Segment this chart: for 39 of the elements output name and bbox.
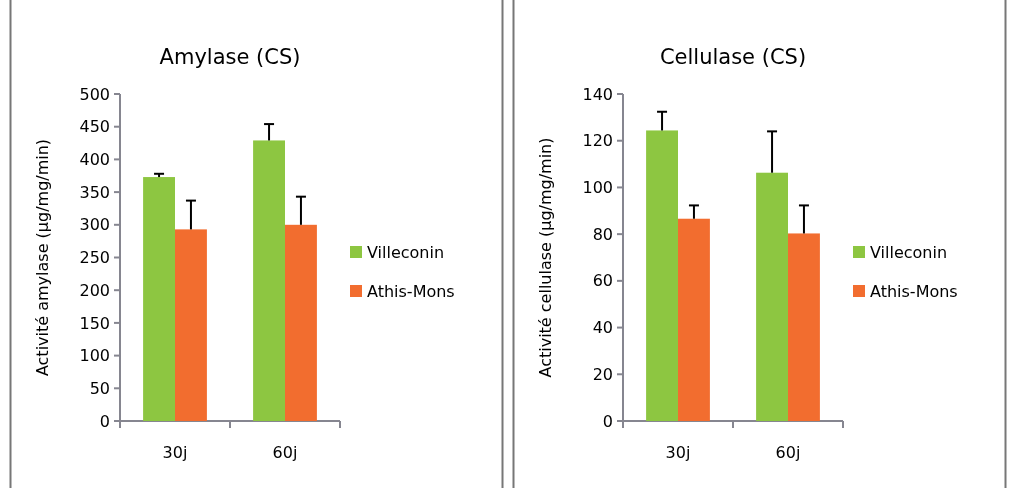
y-tick-label: 150	[79, 313, 110, 333]
bar	[285, 224, 317, 421]
legend-label: Villeconin	[870, 242, 948, 262]
bar	[175, 229, 207, 421]
y-tick-label: 400	[79, 150, 110, 169]
y-tick-label: 200	[79, 280, 110, 300]
y-tick-label: 0	[99, 411, 110, 431]
x-tick-label: 30j	[162, 443, 188, 462]
bar	[253, 140, 285, 421]
y-tick-label: 350	[79, 182, 110, 202]
y-tick-label: 20	[592, 364, 613, 384]
y-axis-title: Activité amylase (µg/mg/min)	[33, 138, 52, 377]
bar	[756, 172, 788, 421]
chart-title: Amylase (CS)	[159, 45, 301, 69]
x-tick-label: 60j	[272, 443, 298, 462]
y-tick-label: 0	[602, 411, 613, 431]
y-tick-label: 80	[592, 224, 613, 244]
y-tick-label: 450	[79, 117, 110, 137]
y-tick-label: 250	[79, 248, 110, 268]
y-tick-label: 100	[582, 178, 613, 198]
x-tick-label: 60j	[775, 443, 801, 462]
y-axis-title: Activité cellulase (µg/mg/min)	[536, 137, 555, 378]
y-tick-label: 60	[592, 271, 613, 291]
chart-title: Cellulase (CS)	[659, 45, 807, 69]
y-tick-label: 120	[582, 131, 613, 151]
y-tick-label: 100	[79, 346, 110, 366]
legend-label: Athis-Mons	[367, 281, 455, 301]
bar	[788, 233, 820, 421]
bar	[143, 177, 175, 421]
x-tick-label: 30j	[665, 443, 691, 462]
y-tick-label: 50	[89, 378, 110, 398]
bar	[678, 218, 710, 421]
y-tick-label: 500	[79, 84, 110, 104]
y-tick-label: 140	[582, 84, 613, 104]
legend-label: Athis-Mons	[870, 281, 958, 301]
y-tick-label: 300	[79, 215, 110, 235]
bar	[646, 130, 678, 421]
y-tick-label: 40	[592, 318, 613, 338]
legend-label: Villeconin	[367, 242, 445, 262]
